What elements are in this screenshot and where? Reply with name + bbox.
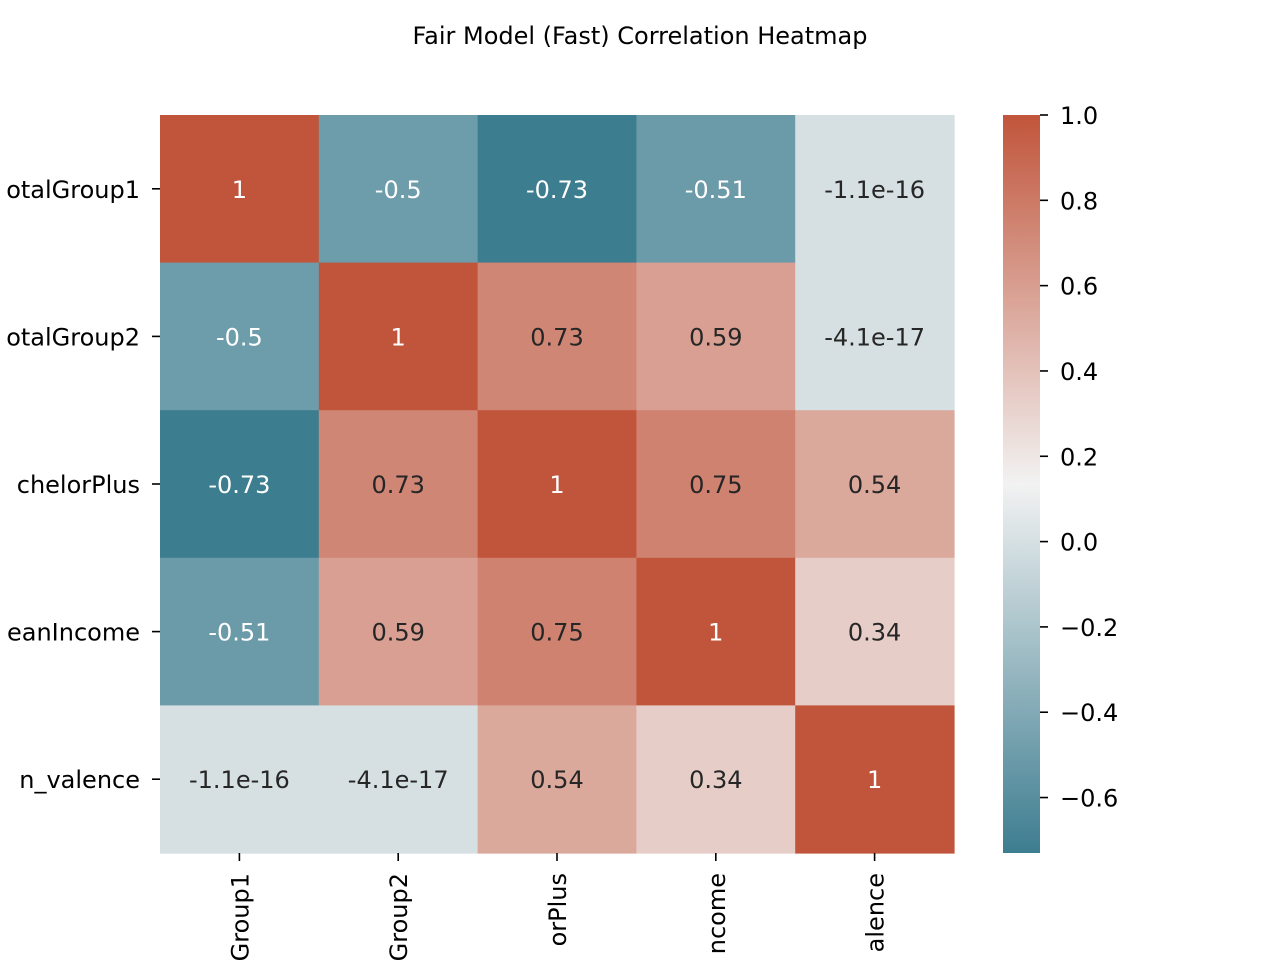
cell-annotation: 1 bbox=[232, 176, 247, 204]
heatmap-cell bbox=[477, 410, 637, 559]
heatmap-cell bbox=[636, 115, 796, 264]
cell-annotation: 1 bbox=[867, 766, 882, 794]
colorbar-gradient bbox=[1003, 115, 1040, 853]
cell-annotation: -0.73 bbox=[526, 176, 588, 204]
cell-annotation: -1.1e-16 bbox=[824, 176, 925, 204]
y-tick-label: n_valence bbox=[19, 766, 140, 794]
cell-annotation: 0.34 bbox=[848, 619, 901, 647]
heatmap-cell bbox=[636, 410, 796, 559]
y-tick-label: eanIncome bbox=[7, 619, 140, 647]
heatmap-cell bbox=[795, 557, 955, 706]
cell-annotation: -0.51 bbox=[685, 176, 747, 204]
heatmap-cell bbox=[160, 410, 320, 559]
heatmap-cell bbox=[636, 557, 796, 706]
x-tick-label: orPlus bbox=[544, 873, 572, 946]
heatmap-cell bbox=[795, 262, 955, 411]
heatmap-cell bbox=[477, 557, 637, 706]
cell-annotation: 0.54 bbox=[848, 471, 901, 499]
cell-annotation: 0.54 bbox=[530, 766, 583, 794]
colorbar-tick-label: 0.2 bbox=[1060, 443, 1098, 471]
colorbar-tick-label: −0.4 bbox=[1060, 699, 1118, 727]
heatmap-cell bbox=[795, 115, 955, 264]
x-tick-label: ncome bbox=[703, 873, 731, 954]
heatmap-cell bbox=[160, 705, 320, 854]
colorbar: 1.0 0.8 0.6 0.4 0.2 0.0 −0.2 −0.4 −0.6 bbox=[1003, 102, 1118, 853]
colorbar-tick-label: 1.0 bbox=[1060, 102, 1098, 130]
heatmap-cell bbox=[318, 262, 479, 411]
heatmap-cell bbox=[795, 705, 955, 854]
cell-annotation: 1 bbox=[708, 619, 723, 647]
heatmap-annotations: 1 -0.5 -0.73 -0.51 -1.1e-16-0.5 1 0.73 0.59 -4.1… bbox=[189, 176, 925, 794]
heatmap-cell bbox=[318, 410, 479, 559]
cell-annotation: -0.51 bbox=[208, 619, 270, 647]
heatmap-cell bbox=[795, 410, 955, 559]
heatmap-cell bbox=[318, 705, 479, 854]
heatmap-cell bbox=[477, 115, 637, 264]
heatmap-cell bbox=[636, 705, 796, 854]
chart-title: Fair Model (Fast) Correlation Heatmap bbox=[413, 22, 868, 50]
y-tick-label: otalGroup2 bbox=[6, 323, 140, 351]
x-tick-label: Group2 bbox=[385, 873, 413, 960]
colorbar-tick-label: −0.2 bbox=[1060, 614, 1118, 642]
cell-annotation: 0.73 bbox=[530, 323, 583, 351]
y-tick-label: otalGroup1 bbox=[6, 176, 140, 204]
heatmap-cell bbox=[160, 115, 320, 264]
cell-annotation: -1.1e-16 bbox=[189, 766, 290, 794]
colorbar-tick-label: −0.6 bbox=[1060, 785, 1118, 813]
heatmap-cell bbox=[477, 262, 637, 411]
cell-annotation: -0.5 bbox=[216, 323, 263, 351]
colorbar-tick-label: 0.4 bbox=[1060, 358, 1098, 386]
cell-annotation: -0.5 bbox=[375, 176, 422, 204]
cell-annotation: 0.59 bbox=[371, 619, 424, 647]
colorbar-tick-label: 0.8 bbox=[1060, 187, 1098, 215]
heatmap-cell bbox=[636, 262, 796, 411]
cell-annotation: -0.73 bbox=[208, 471, 270, 499]
x-tick-label: Group1 bbox=[226, 873, 254, 960]
cell-annotation: 0.73 bbox=[371, 471, 424, 499]
cell-annotation: 1 bbox=[549, 471, 564, 499]
heatmap-cell bbox=[477, 705, 637, 854]
cell-annotation: 0.75 bbox=[689, 471, 742, 499]
cell-annotation: 0.34 bbox=[689, 766, 742, 794]
heatmap-cell bbox=[160, 557, 320, 706]
colorbar-tick-label: 0.0 bbox=[1060, 529, 1098, 557]
heatmap-cell bbox=[318, 115, 479, 264]
x-axis: Group1 Group2 orPlus ncome alence bbox=[226, 853, 890, 961]
heatmap-cells bbox=[160, 115, 955, 854]
cell-annotation: -4.1e-17 bbox=[824, 323, 925, 351]
y-axis: otalGroup1 otalGroup2 chelorPlus eanIncome n… bbox=[6, 176, 160, 794]
cell-annotation: 0.75 bbox=[530, 619, 583, 647]
cell-annotation: -4.1e-17 bbox=[348, 766, 449, 794]
heatmap-cell bbox=[160, 262, 320, 411]
heatmap-cell bbox=[318, 557, 479, 706]
y-tick-label: chelorPlus bbox=[17, 471, 140, 499]
cell-annotation: 0.59 bbox=[689, 323, 742, 351]
x-tick-label: alence bbox=[862, 873, 890, 952]
cell-annotation: 1 bbox=[391, 323, 406, 351]
colorbar-tick-label: 0.6 bbox=[1060, 273, 1098, 301]
